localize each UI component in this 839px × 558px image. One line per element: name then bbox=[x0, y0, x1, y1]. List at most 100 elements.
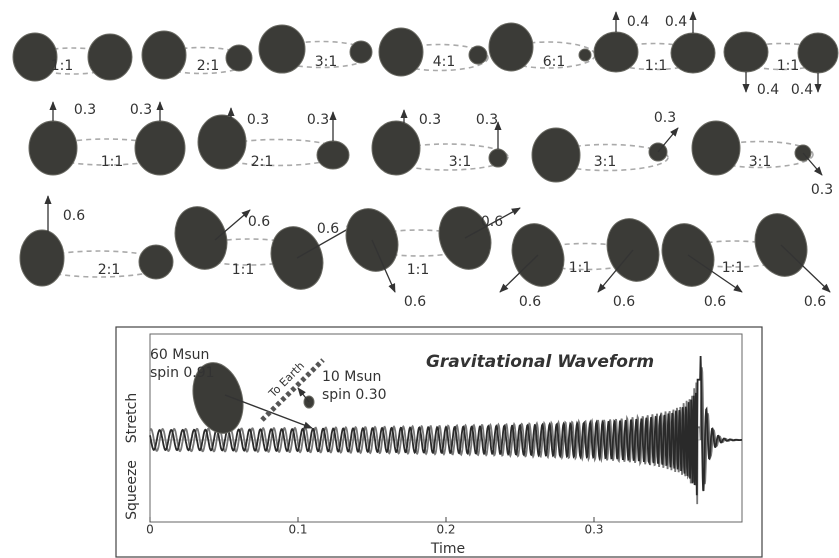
binary-pair: 2:1 bbox=[141, 30, 253, 80]
spin-arrow bbox=[464, 207, 521, 239]
spin-arrow bbox=[802, 152, 823, 176]
black-hole bbox=[371, 120, 421, 176]
spin-arrow bbox=[597, 249, 634, 293]
binary-grid: 1:1 2:1 3:1 4:1 6:1 1:1 0.4 0.4 1:1 0.4 0.4 1:1 0.3 0… bbox=[12, 11, 839, 310]
spin-label: 0.3 bbox=[654, 110, 676, 126]
waveform-curve bbox=[149, 355, 742, 496]
binary-pair: 6:1 bbox=[488, 22, 596, 72]
black-hole bbox=[197, 114, 247, 170]
orbit bbox=[705, 140, 814, 169]
black-hole bbox=[593, 31, 639, 73]
spin-label: 0.3 bbox=[74, 102, 96, 118]
black-hole bbox=[19, 229, 65, 287]
waveform-plot: 0 0.1 0.2 0.3 bbox=[146, 355, 742, 537]
binary-pair: 2:1 0.3 0.3 bbox=[197, 107, 350, 170]
spin-label: 0.4 bbox=[665, 14, 687, 30]
black-hole bbox=[691, 120, 741, 176]
binary-pair: 4:1 bbox=[378, 27, 489, 77]
binary-pair: 1:1 0.6 0.6 bbox=[345, 206, 521, 310]
mass-ratio: 1:1 bbox=[569, 260, 592, 276]
spin-label: 0.6 bbox=[613, 294, 635, 310]
mass-ratio: 4:1 bbox=[433, 54, 456, 70]
y-label: Stretch bbox=[124, 393, 140, 444]
x-label: Time bbox=[430, 541, 465, 557]
spin-label: 0.3 bbox=[130, 102, 152, 118]
spin-label: 0.6 bbox=[704, 294, 726, 310]
spin-label: 0.3 bbox=[419, 112, 441, 128]
mass-ratio: 3:1 bbox=[594, 154, 617, 170]
mass-ratio: 1:1 bbox=[407, 262, 430, 278]
mass-ratio: 1:1 bbox=[51, 58, 74, 74]
mass-ratio: 1:1 bbox=[722, 260, 745, 276]
black-hole bbox=[488, 22, 534, 72]
black-hole bbox=[225, 44, 253, 72]
binary-pair: 1:1 0.6 0.6 bbox=[174, 206, 356, 290]
waveform-title: Gravitational Waveform bbox=[426, 352, 654, 372]
spin-label: 0.3 bbox=[247, 112, 269, 128]
spin-label: 0.3 bbox=[307, 112, 329, 128]
spin-label: 0.6 bbox=[481, 214, 503, 230]
black-hole bbox=[258, 24, 306, 74]
black-hole bbox=[723, 31, 769, 73]
mass-ratio: 1:1 bbox=[645, 58, 668, 74]
spin-label: 0.6 bbox=[804, 294, 826, 310]
y-label: Squeeze bbox=[124, 460, 140, 520]
binary-pair: 1:1 0.4 0.4 bbox=[593, 11, 716, 74]
x-tick-label: 0.2 bbox=[436, 523, 455, 537]
binary-pair: 2:1 0.6 bbox=[19, 195, 174, 287]
binary-pair: 1:1 0.4 0.4 bbox=[723, 31, 839, 98]
black-hole bbox=[87, 33, 133, 81]
binary-pair: 1:1 bbox=[12, 32, 133, 82]
x-tick-label: 0.3 bbox=[584, 523, 603, 537]
annotation: 10 Msun bbox=[322, 369, 381, 385]
spin-arrow bbox=[780, 244, 831, 293]
black-hole bbox=[488, 148, 508, 168]
mass-ratio: 1:1 bbox=[101, 154, 124, 170]
binary-pair: 3:1 0.3 0.3 bbox=[371, 109, 509, 176]
spin-label: 0.6 bbox=[248, 214, 270, 230]
black-hole bbox=[174, 206, 228, 270]
spin-label: 0.4 bbox=[757, 82, 779, 98]
black-hole bbox=[316, 140, 350, 170]
black-hole bbox=[349, 40, 373, 64]
inset-spin-arrow bbox=[297, 387, 310, 403]
spin-label: 0.6 bbox=[63, 208, 85, 224]
mass-ratio: 2:1 bbox=[98, 262, 121, 278]
spin-arrow bbox=[657, 127, 679, 153]
mass-ratio: 6:1 bbox=[543, 54, 566, 70]
spin-label: 0.6 bbox=[317, 221, 339, 237]
orbit bbox=[390, 43, 489, 72]
x-tick-label: 0 bbox=[146, 523, 154, 537]
mass-ratio: 3:1 bbox=[749, 154, 772, 170]
spin-label: 0.4 bbox=[627, 14, 649, 30]
spin-label: 0.4 bbox=[791, 82, 813, 98]
inset-big-black-hole bbox=[192, 362, 244, 434]
spin-arrow bbox=[214, 209, 251, 241]
black-hole bbox=[134, 120, 186, 176]
mass-ratio: 2:1 bbox=[197, 58, 220, 74]
black-hole bbox=[670, 32, 716, 74]
black-hole bbox=[28, 120, 78, 176]
mass-ratio: 3:1 bbox=[449, 154, 472, 170]
binary-pair: 1:1 0.6 0.6 bbox=[661, 213, 831, 310]
spin-arrow bbox=[687, 254, 743, 293]
mass-ratio: 1:1 bbox=[777, 58, 800, 74]
annotation: 60 Msun bbox=[150, 347, 209, 363]
mass-ratio: 3:1 bbox=[315, 54, 338, 70]
binary-pair: 3:1 0.3 bbox=[531, 110, 679, 183]
spin-label: 0.6 bbox=[404, 294, 426, 310]
black-hole bbox=[468, 45, 488, 65]
spin-label: 0.3 bbox=[476, 112, 498, 128]
mass-ratio: 2:1 bbox=[251, 154, 274, 170]
to-earth-arrow bbox=[260, 358, 325, 422]
black-hole bbox=[378, 27, 424, 77]
binary-pair: 1:1 0.3 0.3 bbox=[28, 101, 186, 176]
binary-pair: 1:1 0.6 0.6 bbox=[499, 218, 660, 310]
panel-border bbox=[115, 326, 763, 558]
spin-arrow bbox=[296, 224, 356, 259]
annotation: spin 0.91 bbox=[150, 365, 215, 381]
spin-arrow bbox=[371, 239, 396, 293]
black-hole bbox=[138, 244, 174, 280]
spin-label: 0.3 bbox=[811, 182, 833, 198]
